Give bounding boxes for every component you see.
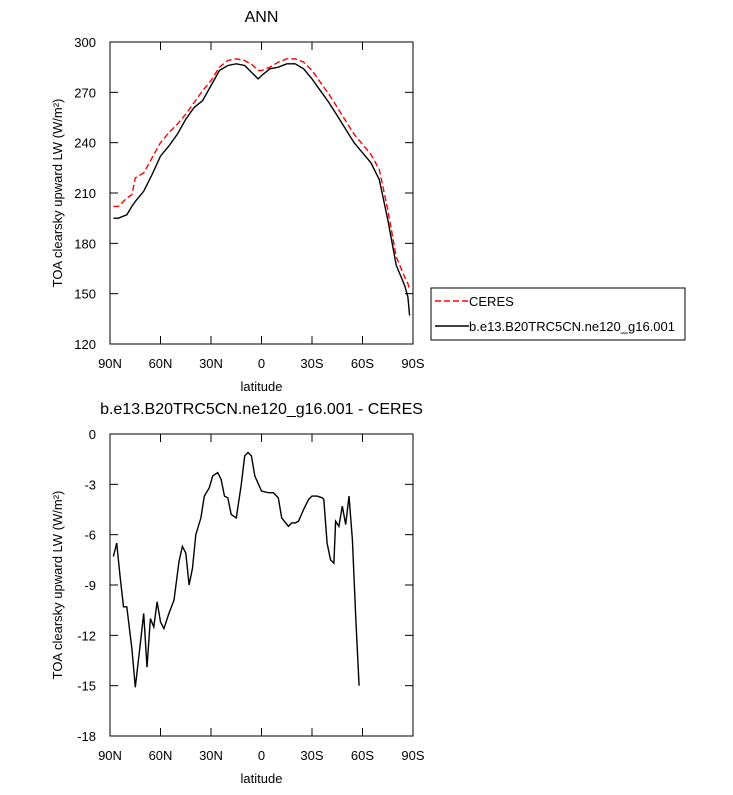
chart-title: ANN — [245, 9, 279, 26]
x-tick-label: 90S — [401, 356, 424, 371]
x-tick-label: 60S — [351, 748, 374, 763]
y-tick-label: 300 — [74, 35, 96, 50]
x-tick-label: 90N — [98, 356, 122, 371]
y-tick-label: 270 — [74, 85, 96, 100]
x-axis-label: latitude — [241, 771, 283, 786]
x-tick-label: 60N — [149, 748, 173, 763]
y-tick-label: -6 — [84, 528, 96, 543]
y-tick-label: -3 — [84, 477, 96, 492]
y-tick-label: 120 — [74, 337, 96, 352]
x-axis-label: latitude — [241, 379, 283, 394]
x-tick-label: 30S — [300, 356, 323, 371]
y-tick-label: 210 — [74, 186, 96, 201]
chart-title: b.e13.B20TRC5CN.ne120_g16.001 - CERES — [100, 401, 423, 418]
x-tick-label: 0 — [258, 748, 265, 763]
x-tick-label: 60N — [149, 356, 173, 371]
y-tick-label: -9 — [84, 578, 96, 593]
y-tick-label: 150 — [74, 287, 96, 302]
data-line — [112, 451, 360, 688]
x-tick-label: 90N — [98, 748, 122, 763]
y-tick-label: 180 — [74, 236, 96, 251]
legend-box — [430, 287, 686, 341]
plot-frame — [109, 433, 414, 737]
y-axis-label: TOA clearsky upward LW (W/m²) — [50, 99, 65, 288]
y-tick-label: -15 — [77, 679, 96, 694]
y-axis-label: TOA clearsky upward LW (W/m²) — [50, 491, 65, 680]
data-line — [113, 58, 411, 291]
x-tick-label: 30S — [300, 748, 323, 763]
x-tick-label: 90S — [401, 748, 424, 763]
y-tick-label: 240 — [74, 136, 96, 151]
y-tick-label: -18 — [77, 729, 96, 744]
x-tick-label: 30N — [199, 748, 223, 763]
legend-label: CERES — [469, 294, 514, 309]
x-tick-label: 0 — [258, 356, 265, 371]
plot-frame — [109, 41, 414, 345]
data-line — [113, 63, 411, 316]
x-tick-label: 60S — [351, 356, 374, 371]
y-tick-label: 0 — [89, 427, 96, 442]
x-tick-label: 30N — [199, 356, 223, 371]
y-tick-label: -12 — [77, 628, 96, 643]
legend-label: b.e13.B20TRC5CN.ne120_g16.001 — [469, 319, 675, 334]
